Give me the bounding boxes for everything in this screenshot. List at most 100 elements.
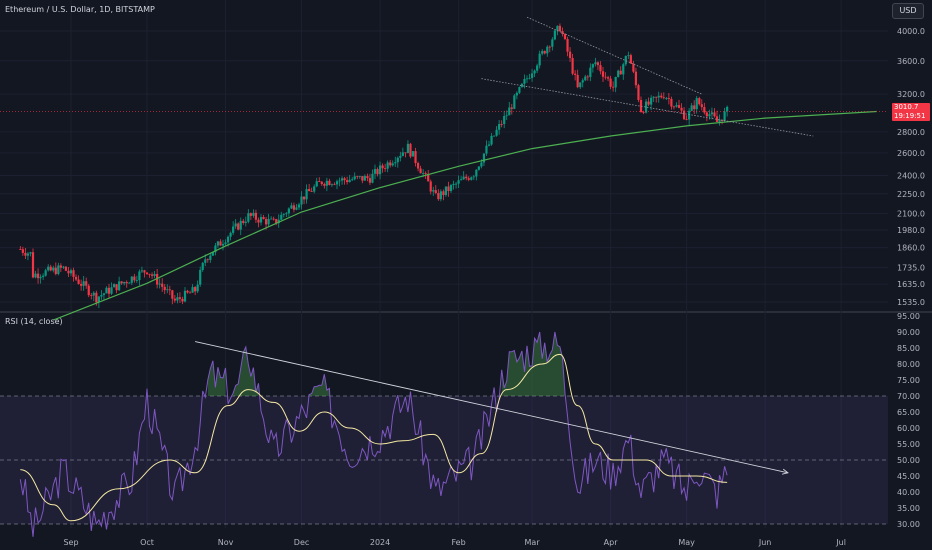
candle xyxy=(591,64,594,68)
time-label: 2024 xyxy=(370,538,390,547)
rsi-tick-label: 75.00 xyxy=(897,376,920,385)
candle xyxy=(318,181,321,182)
candle xyxy=(409,143,412,157)
candle xyxy=(558,25,562,32)
candle xyxy=(300,196,303,205)
candle xyxy=(715,116,719,122)
last-price-tag: 3010.7 19:19:51 xyxy=(892,103,930,121)
candle xyxy=(601,71,605,77)
rsi-line xyxy=(19,331,728,537)
candle xyxy=(525,78,529,80)
candle xyxy=(482,153,486,163)
candle xyxy=(80,283,83,286)
candle xyxy=(333,184,336,186)
candle xyxy=(604,76,607,78)
candle xyxy=(520,83,524,88)
candle xyxy=(166,289,169,291)
candle xyxy=(515,92,518,96)
candle xyxy=(107,287,111,294)
candle xyxy=(181,298,184,302)
candle xyxy=(232,226,235,233)
candle xyxy=(414,151,417,164)
price-pane[interactable] xyxy=(0,16,888,321)
candle xyxy=(191,287,194,293)
candle xyxy=(199,269,202,285)
candle xyxy=(115,284,118,291)
candle xyxy=(110,287,113,294)
price-tick-label: 1635.0 xyxy=(897,280,925,289)
candle xyxy=(135,280,138,281)
candle xyxy=(34,273,37,278)
grid xyxy=(0,0,932,528)
candle xyxy=(571,57,574,74)
candle xyxy=(36,273,40,279)
rsi-tick-label: 90.00 xyxy=(897,328,920,337)
candle xyxy=(49,266,52,271)
candle xyxy=(533,70,536,74)
candle xyxy=(254,212,258,220)
wedge-trendline xyxy=(526,16,702,95)
price-tick-label: 1535.0 xyxy=(897,298,925,307)
rsi-title: RSI (14, close) xyxy=(5,317,63,326)
time-label: Nov xyxy=(218,538,234,547)
rsi-tick-label: 65.00 xyxy=(897,408,920,417)
candle xyxy=(510,107,513,109)
candle xyxy=(257,219,260,223)
candle xyxy=(343,178,346,181)
rsi-ma-line xyxy=(20,353,728,522)
candle xyxy=(566,39,569,52)
currency-button[interactable]: USD xyxy=(892,3,924,19)
rsi-trendline-arrow xyxy=(781,468,789,475)
price-tick-label: 1980.0 xyxy=(897,226,925,235)
candle xyxy=(125,282,128,284)
candle xyxy=(680,107,683,111)
rsi-overbought-fill xyxy=(309,374,330,396)
candle xyxy=(518,87,521,93)
candle xyxy=(386,162,389,169)
candle xyxy=(401,152,404,156)
candle xyxy=(47,266,50,271)
candle xyxy=(340,178,344,181)
rsi-trendline xyxy=(195,341,789,474)
candle xyxy=(528,77,531,79)
candle xyxy=(62,266,65,268)
candle xyxy=(624,55,627,65)
support-curve xyxy=(53,110,877,321)
candle xyxy=(495,129,498,136)
candle xyxy=(351,179,354,181)
candle xyxy=(422,173,425,174)
candle xyxy=(437,192,440,200)
candle xyxy=(652,96,655,98)
candle xyxy=(373,169,377,174)
candle xyxy=(52,267,55,271)
candle xyxy=(416,163,420,169)
candle xyxy=(690,105,693,111)
candle xyxy=(44,270,47,276)
price-tick-label: 1860.0 xyxy=(897,244,925,253)
candle xyxy=(105,287,108,294)
candle xyxy=(320,181,323,185)
candle xyxy=(328,180,331,186)
candle xyxy=(705,112,708,117)
candle xyxy=(292,205,296,210)
time-label: Mar xyxy=(525,538,541,547)
price-tick-label: 3200.0 xyxy=(897,90,925,99)
candle xyxy=(530,73,534,78)
candle xyxy=(237,223,240,230)
candle xyxy=(95,292,98,303)
candle xyxy=(378,165,382,175)
candle xyxy=(308,189,311,192)
rsi-tick-label: 40.00 xyxy=(897,488,920,497)
rsi-pane[interactable] xyxy=(19,331,789,537)
rsi-tick-label: 50.00 xyxy=(897,456,920,465)
candle xyxy=(19,249,22,250)
candle xyxy=(123,282,126,284)
candle xyxy=(449,185,453,192)
candle xyxy=(670,98,673,107)
candle xyxy=(358,176,361,177)
candle xyxy=(594,62,597,65)
candle xyxy=(118,281,121,291)
candle xyxy=(655,96,658,98)
candle xyxy=(505,115,508,117)
